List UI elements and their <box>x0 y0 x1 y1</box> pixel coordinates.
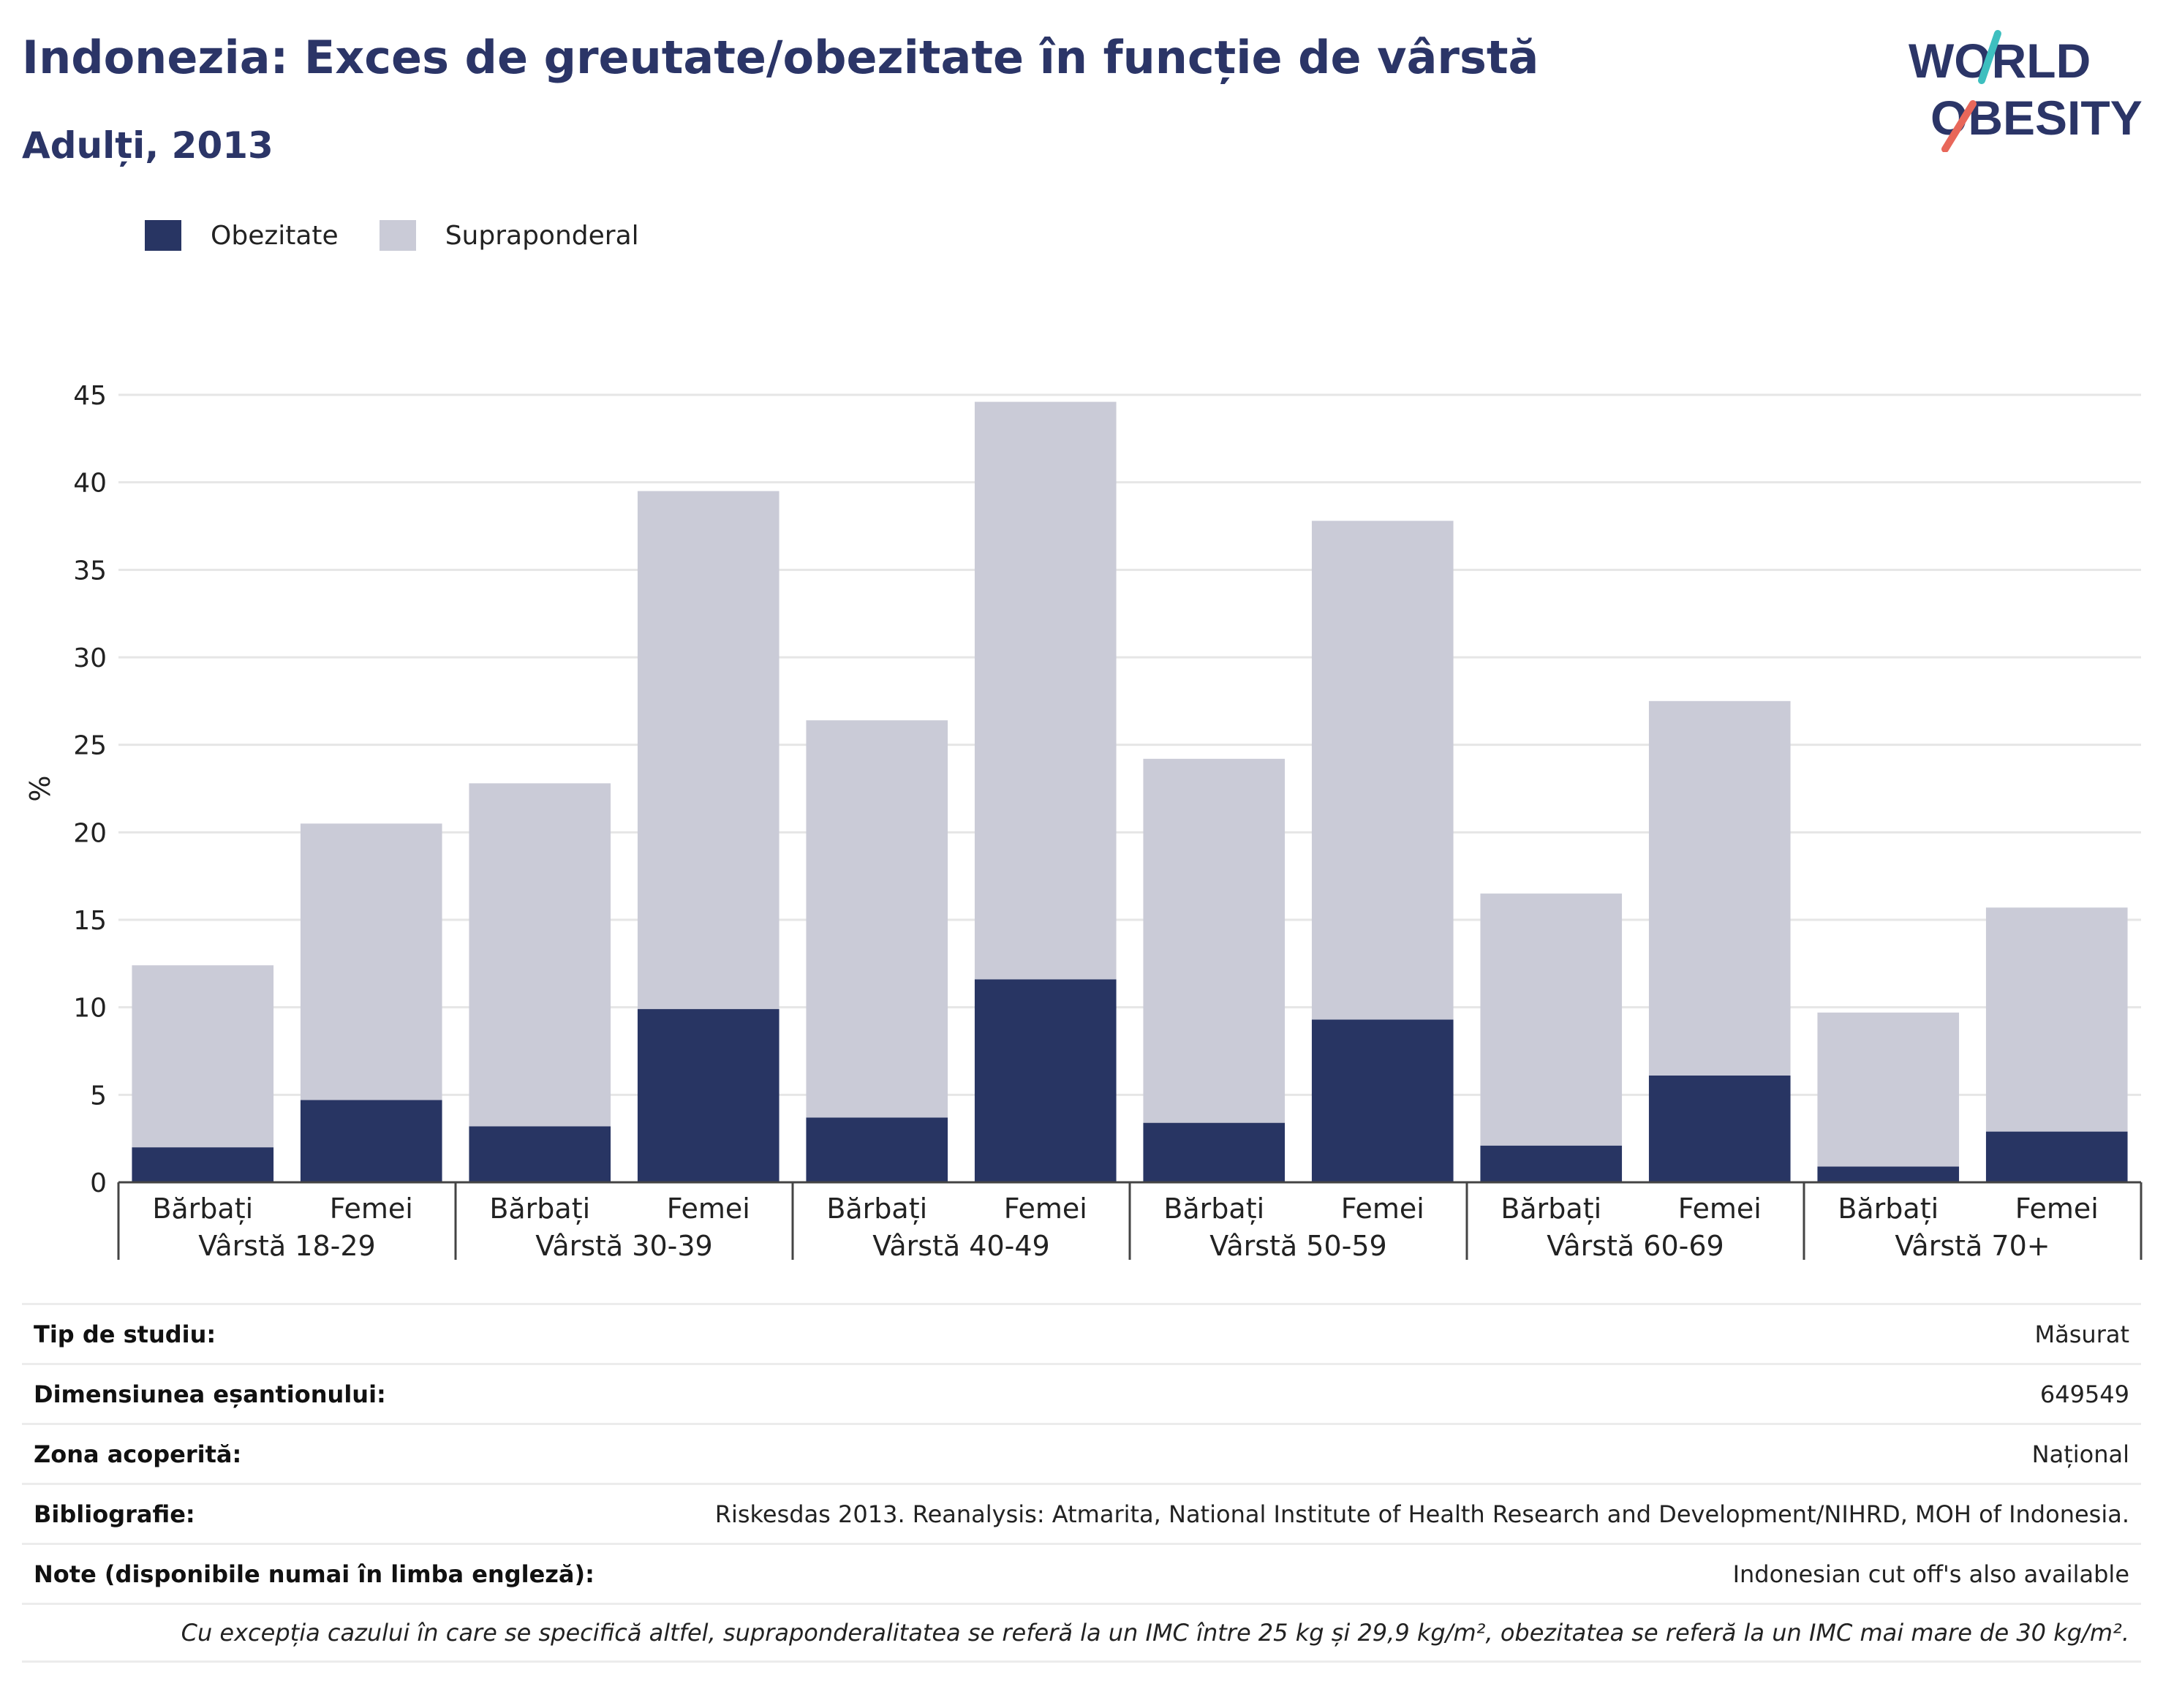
bar-obesity <box>1143 1122 1286 1182</box>
bar-overweight <box>1648 700 1791 1076</box>
y-tick-label: 20 <box>73 818 107 848</box>
legend: Obezitate Supraponderal <box>145 216 680 254</box>
legend-label-overweight: Supraponderal <box>445 220 639 251</box>
legend-label-obesity: Obezitate <box>211 220 339 251</box>
chart-subtitle: Adulți, 2013 <box>22 124 273 167</box>
group-label: Vârstă 30-39 <box>535 1230 712 1262</box>
group-label: Vârstă 40-49 <box>872 1230 1049 1262</box>
bar-overweight <box>974 401 1117 980</box>
bar-obesity <box>974 979 1117 1182</box>
chart-title: Indonezia: Exces de greutate/obezitate î… <box>22 31 1539 84</box>
info-value: Indonesian cut off's also available <box>1732 1560 2129 1588</box>
info-label: Dimensiunea eșantionului: <box>34 1380 386 1408</box>
bar-obesity <box>132 1147 274 1182</box>
bar-obesity <box>1817 1166 1960 1182</box>
bar-obesity <box>1311 1019 1454 1182</box>
y-tick-label: 35 <box>73 556 107 586</box>
bar-overweight <box>469 783 611 1127</box>
bar-overweight <box>1143 758 1286 1123</box>
x-tick-label: Femei <box>1341 1193 1424 1225</box>
bar-overweight <box>1817 1012 1960 1167</box>
x-tick-label: Femei <box>2015 1193 2099 1225</box>
bar-overweight <box>1480 893 1623 1146</box>
bar-obesity <box>637 1009 779 1182</box>
info-label: Bibliografie: <box>34 1500 195 1528</box>
group-label: Vârstă 50-59 <box>1209 1230 1386 1262</box>
legend-item-obesity[interactable]: Obezitate <box>145 220 339 251</box>
bar-obesity <box>300 1100 442 1182</box>
bar-obesity <box>469 1126 611 1182</box>
y-tick-label: 10 <box>73 994 107 1024</box>
y-tick-label: 45 <box>73 381 107 411</box>
x-tick-label: Femei <box>1678 1193 1762 1225</box>
world-obesity-logo: WORLD OBESITY <box>1909 30 2143 152</box>
info-value: Măsurat <box>2034 1320 2129 1348</box>
logo-text-world: WORLD <box>1909 34 2091 88</box>
x-tick-label: Bărbați <box>826 1193 927 1225</box>
legend-swatch-overweight <box>379 220 416 251</box>
y-axis-label: % <box>24 775 56 801</box>
info-row-coverage: Zona acoperită: Național <box>22 1423 2141 1483</box>
logo-slash-red <box>1941 100 1977 152</box>
logo-slash-teal <box>1978 30 2001 84</box>
bar-chart: 0 5 10 15 20 25 30 35 40 45% Bărbați Femei Bărbați Fe… <box>24 381 2143 1262</box>
y-tick-label: 15 <box>73 906 107 936</box>
legend-swatch-obesity <box>145 220 181 251</box>
bar-overweight <box>1985 907 2128 1132</box>
info-row-sample-size: Dimensiunea eșantionului: 649549 <box>22 1363 2141 1423</box>
bar-overweight <box>132 965 274 1148</box>
group-label: Vârstă 18-29 <box>198 1230 375 1262</box>
y-tick-label: 25 <box>73 731 107 761</box>
bar-obesity <box>1648 1076 1791 1182</box>
x-tick-label: Femei <box>667 1193 750 1225</box>
info-value: Național <box>2031 1440 2129 1468</box>
info-value: 649549 <box>2039 1380 2129 1408</box>
x-tick-label: Femei <box>330 1193 413 1225</box>
x-tick-label: Bărbați <box>1500 1193 1601 1225</box>
x-tick-label: Bărbați <box>1838 1193 1939 1225</box>
x-tick-label: Femei <box>1004 1193 1087 1225</box>
info-label: Note (disponibile numai în limba engleză… <box>34 1560 594 1588</box>
bar-obesity <box>1480 1145 1623 1182</box>
info-footnote: Cu excepția cazului în care se specifică… <box>22 1603 2141 1663</box>
group-label: Vârstă 70+ <box>1895 1230 2050 1262</box>
bar-overweight <box>1311 521 1454 1020</box>
study-info-table: Tip de studiu: Măsurat Dimensiunea eșant… <box>22 1303 2141 1663</box>
group-label: Vârstă 60-69 <box>1547 1230 1724 1262</box>
bar-overweight <box>806 720 948 1118</box>
bar-obesity <box>806 1117 948 1182</box>
info-row-bibliography: Bibliografie: Riskesdas 2013. Reanalysis… <box>22 1483 2141 1543</box>
bar-overweight <box>300 823 442 1100</box>
y-tick-label: 5 <box>90 1081 107 1111</box>
x-tick-label: Bărbați <box>489 1193 590 1225</box>
info-label: Tip de studiu: <box>34 1320 216 1348</box>
y-tick-label: 30 <box>73 643 107 673</box>
x-tick-label: Bărbați <box>152 1193 253 1225</box>
info-row-notes: Note (disponibile numai în limba engleză… <box>22 1543 2141 1603</box>
footnote-text: Cu excepția cazului în care se specifică… <box>181 1619 2129 1647</box>
bar-obesity <box>1985 1131 2128 1182</box>
info-row-study-type: Tip de studiu: Măsurat <box>22 1303 2141 1363</box>
bar-overweight <box>637 491 779 1010</box>
x-tick-label: Bărbați <box>1163 1193 1264 1225</box>
y-tick-label: 0 <box>90 1168 107 1198</box>
info-label: Zona acoperită: <box>34 1440 242 1468</box>
info-value: Riskesdas 2013. Reanalysis: Atmarita, Na… <box>714 1500 2129 1528</box>
y-tick-label: 40 <box>73 469 107 499</box>
legend-item-overweight[interactable]: Supraponderal <box>379 220 639 251</box>
